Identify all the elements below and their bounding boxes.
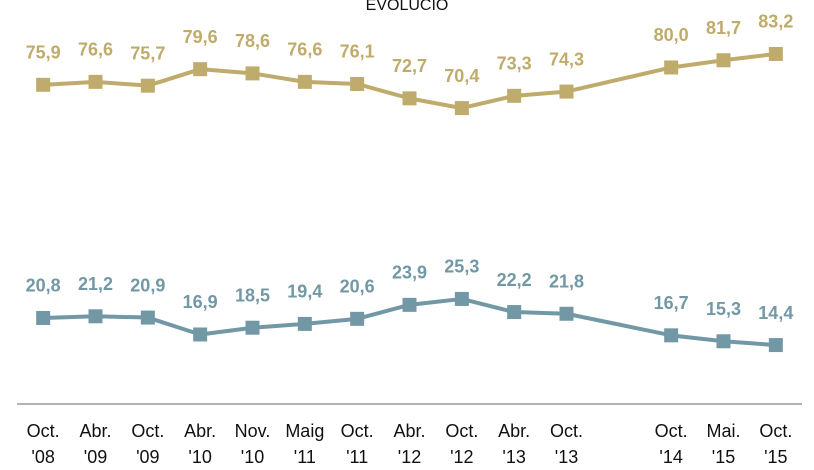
data-label: 20,6 bbox=[340, 277, 375, 297]
marker bbox=[297, 74, 312, 89]
data-label: 76,6 bbox=[78, 40, 113, 60]
x-tick-label: Oct. '08 bbox=[26, 421, 60, 467]
data-label: 78,6 bbox=[235, 31, 270, 51]
marker bbox=[297, 316, 312, 331]
marker bbox=[193, 62, 208, 77]
marker bbox=[350, 76, 365, 91]
data-label: 20,9 bbox=[130, 275, 165, 295]
line-segment bbox=[93, 314, 150, 320]
line-segment bbox=[145, 315, 203, 337]
x-tick-label: Oct. '14 bbox=[654, 421, 688, 467]
x-tick-label: Abr. '09 bbox=[79, 421, 112, 467]
marker bbox=[245, 320, 260, 335]
marker bbox=[88, 74, 103, 89]
line-segment bbox=[145, 67, 203, 88]
data-label: 80,0 bbox=[654, 25, 689, 45]
data-label: 15,3 bbox=[706, 299, 741, 319]
line-segment bbox=[564, 65, 674, 94]
x-tick-label: Oct. '12 bbox=[445, 421, 479, 467]
data-label: 76,1 bbox=[340, 42, 375, 62]
data-label: 74,3 bbox=[549, 49, 584, 69]
marker bbox=[664, 328, 679, 343]
line-segment bbox=[355, 302, 412, 321]
marker bbox=[454, 291, 469, 306]
line-segment bbox=[459, 296, 517, 315]
line-segment bbox=[721, 339, 778, 348]
data-label: 25,3 bbox=[444, 257, 479, 277]
line-segment bbox=[41, 79, 98, 87]
line-segment bbox=[302, 316, 360, 326]
marker bbox=[559, 306, 574, 321]
data-label: 75,7 bbox=[130, 43, 165, 63]
marker bbox=[507, 305, 522, 320]
marker bbox=[716, 53, 731, 68]
data-label: 21,8 bbox=[549, 272, 584, 292]
x-tick-label: Oct. '09 bbox=[131, 421, 165, 467]
x-tick-label: Abr. '13 bbox=[498, 421, 531, 467]
data-label: 16,7 bbox=[654, 293, 689, 313]
marker bbox=[88, 309, 103, 324]
marker bbox=[402, 91, 417, 106]
line-segment bbox=[669, 333, 726, 344]
marker bbox=[36, 310, 51, 325]
data-label: 23,9 bbox=[392, 263, 427, 283]
marker bbox=[193, 327, 208, 342]
line-segment bbox=[564, 311, 674, 338]
data-label: 16,9 bbox=[183, 292, 218, 312]
line-segment bbox=[198, 67, 255, 76]
data-label: 73,3 bbox=[497, 54, 532, 74]
data-label: 81,7 bbox=[706, 18, 741, 38]
line-segment bbox=[512, 310, 569, 316]
data-label: 75,9 bbox=[26, 43, 61, 63]
line-segment bbox=[407, 296, 464, 307]
line-segment bbox=[459, 93, 517, 111]
line-segment bbox=[93, 79, 150, 88]
marker bbox=[768, 46, 783, 61]
line-segment bbox=[250, 71, 307, 84]
data-label: 22,2 bbox=[497, 270, 532, 290]
line-segment bbox=[198, 325, 255, 337]
line-segment bbox=[407, 96, 464, 111]
data-label: 79,6 bbox=[183, 27, 218, 47]
data-label: 83,2 bbox=[758, 12, 793, 32]
line-segment bbox=[721, 51, 778, 63]
line-segment bbox=[512, 89, 569, 98]
marker bbox=[507, 88, 522, 103]
data-label: 19,4 bbox=[287, 282, 322, 302]
data-label: 70,4 bbox=[444, 66, 479, 86]
marker bbox=[454, 101, 469, 116]
marker bbox=[716, 334, 731, 349]
marker bbox=[350, 311, 365, 326]
data-label: 76,6 bbox=[287, 40, 322, 60]
line-segment bbox=[302, 79, 360, 86]
line-segment bbox=[250, 321, 307, 330]
marker bbox=[140, 310, 155, 325]
line-segment bbox=[41, 314, 98, 320]
marker bbox=[664, 60, 679, 75]
marker bbox=[140, 78, 155, 93]
line-segment bbox=[355, 81, 412, 101]
x-tick-label: Abr. '12 bbox=[393, 421, 426, 467]
data-label: 72,7 bbox=[392, 56, 427, 76]
x-tick-label: Abr. '10 bbox=[184, 421, 217, 467]
x-tick-label: Oct. '11 bbox=[340, 421, 374, 467]
marker bbox=[36, 77, 51, 92]
marker bbox=[245, 66, 260, 81]
x-tick-label: Mai. '15 bbox=[706, 421, 741, 467]
data-label: 14,4 bbox=[758, 303, 793, 323]
chart-title: EVOLUCIÓ bbox=[366, 0, 449, 14]
data-label: 21,2 bbox=[78, 274, 113, 294]
data-label: 20,8 bbox=[26, 276, 61, 296]
marker bbox=[768, 338, 783, 353]
x-tick-label: Nov. '10 bbox=[234, 421, 271, 467]
x-tick-label: Maig '11 bbox=[285, 421, 325, 467]
x-tick-label: Oct. '13 bbox=[549, 421, 583, 467]
data-label: 18,5 bbox=[235, 285, 270, 305]
marker bbox=[402, 297, 417, 312]
x-tick-label: Oct. '15 bbox=[759, 421, 793, 467]
line-segment bbox=[669, 58, 726, 70]
marker bbox=[559, 84, 574, 99]
